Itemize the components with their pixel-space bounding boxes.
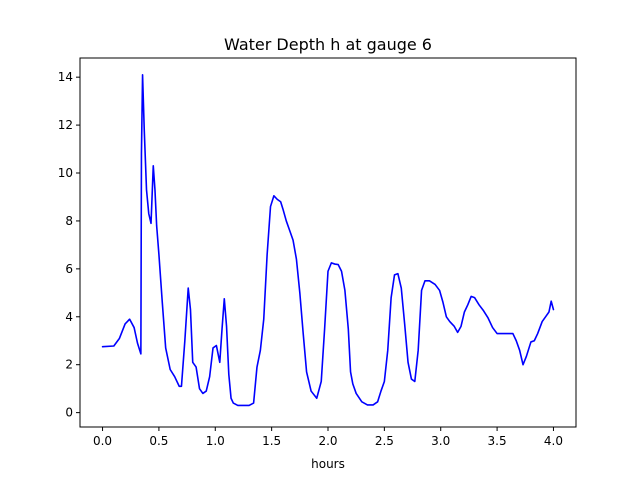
x-tick-label: 4.0: [544, 434, 563, 448]
y-axis: 0 2 4 6 8 10 12 14: [58, 70, 80, 420]
x-tick-label: 1.5: [262, 434, 281, 448]
x-tick-label: 3.5: [488, 434, 507, 448]
y-tick-label: 12: [58, 118, 73, 132]
x-tick-label: 2.5: [375, 434, 394, 448]
y-tick-label: 8: [65, 214, 73, 228]
x-tick-label: 0.5: [149, 434, 168, 448]
plot-area: [101, 73, 555, 407]
y-tick-label: 2: [65, 358, 73, 372]
series-line: [101, 73, 555, 407]
x-tick-label: 1.0: [206, 434, 225, 448]
y-tick-label: 10: [58, 166, 73, 180]
y-tick-label: 14: [58, 70, 73, 84]
x-tick-label: 0.0: [93, 434, 112, 448]
y-tick-label: 4: [65, 310, 73, 324]
y-tick-label: 0: [65, 406, 73, 420]
x-axis: 0.0 0.5 1.0 1.5 2.0 2.5 3.0 3.5 4.0: [93, 427, 563, 448]
y-tick-label: 6: [65, 262, 73, 276]
chart-title: Water Depth h at gauge 6: [224, 35, 432, 54]
x-tick-label: 2.0: [318, 434, 337, 448]
x-tick-label: 3.0: [431, 434, 450, 448]
x-axis-label: hours: [311, 457, 345, 471]
